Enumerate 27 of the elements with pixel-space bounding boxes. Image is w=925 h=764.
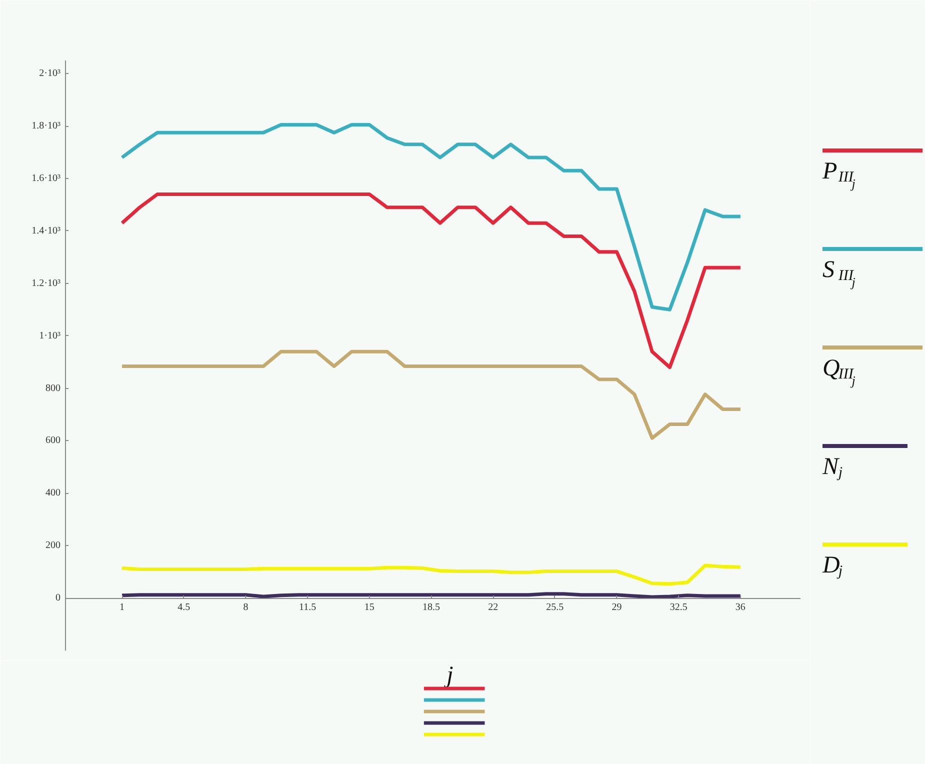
y-tick-label: 2·10³ xyxy=(39,68,60,80)
x-tick-label: 22 xyxy=(488,602,498,614)
line-series xyxy=(120,122,742,312)
y-tick-label: 1.2·10³ xyxy=(32,278,60,289)
x-tick-label: 8 xyxy=(243,602,248,614)
x-tick-label: 4.5 xyxy=(178,602,190,614)
y-tick-label: 1.8·10³ xyxy=(32,120,60,132)
x-tick-label: 29 xyxy=(612,602,622,614)
y-tick-label: 800 xyxy=(46,382,60,394)
x-tick-label: 15 xyxy=(364,602,374,614)
x-tick-label: 36 xyxy=(735,602,746,614)
x-axis-title: j xyxy=(444,662,454,688)
x-tick-label: 1 xyxy=(120,602,125,614)
line-series xyxy=(120,564,742,586)
y-tick-label: 200 xyxy=(46,540,60,552)
y-tick-label: 0 xyxy=(56,592,60,604)
x-tick-label: 32.5 xyxy=(670,602,688,614)
y-tick-label: 1.4·10³ xyxy=(32,225,60,236)
y-tick-label: 1·10³ xyxy=(39,330,60,342)
y-tick-label: 600 xyxy=(46,435,60,446)
x-tick-label: 11.5 xyxy=(298,602,316,614)
line-series xyxy=(120,350,742,440)
x-tick-label: 18.5 xyxy=(422,602,440,614)
x-tick-label: 25.5 xyxy=(546,602,564,614)
y-tick-label: 1.6·10³ xyxy=(32,173,60,184)
y-tick-label: 400 xyxy=(46,488,60,499)
line-series xyxy=(120,192,742,370)
